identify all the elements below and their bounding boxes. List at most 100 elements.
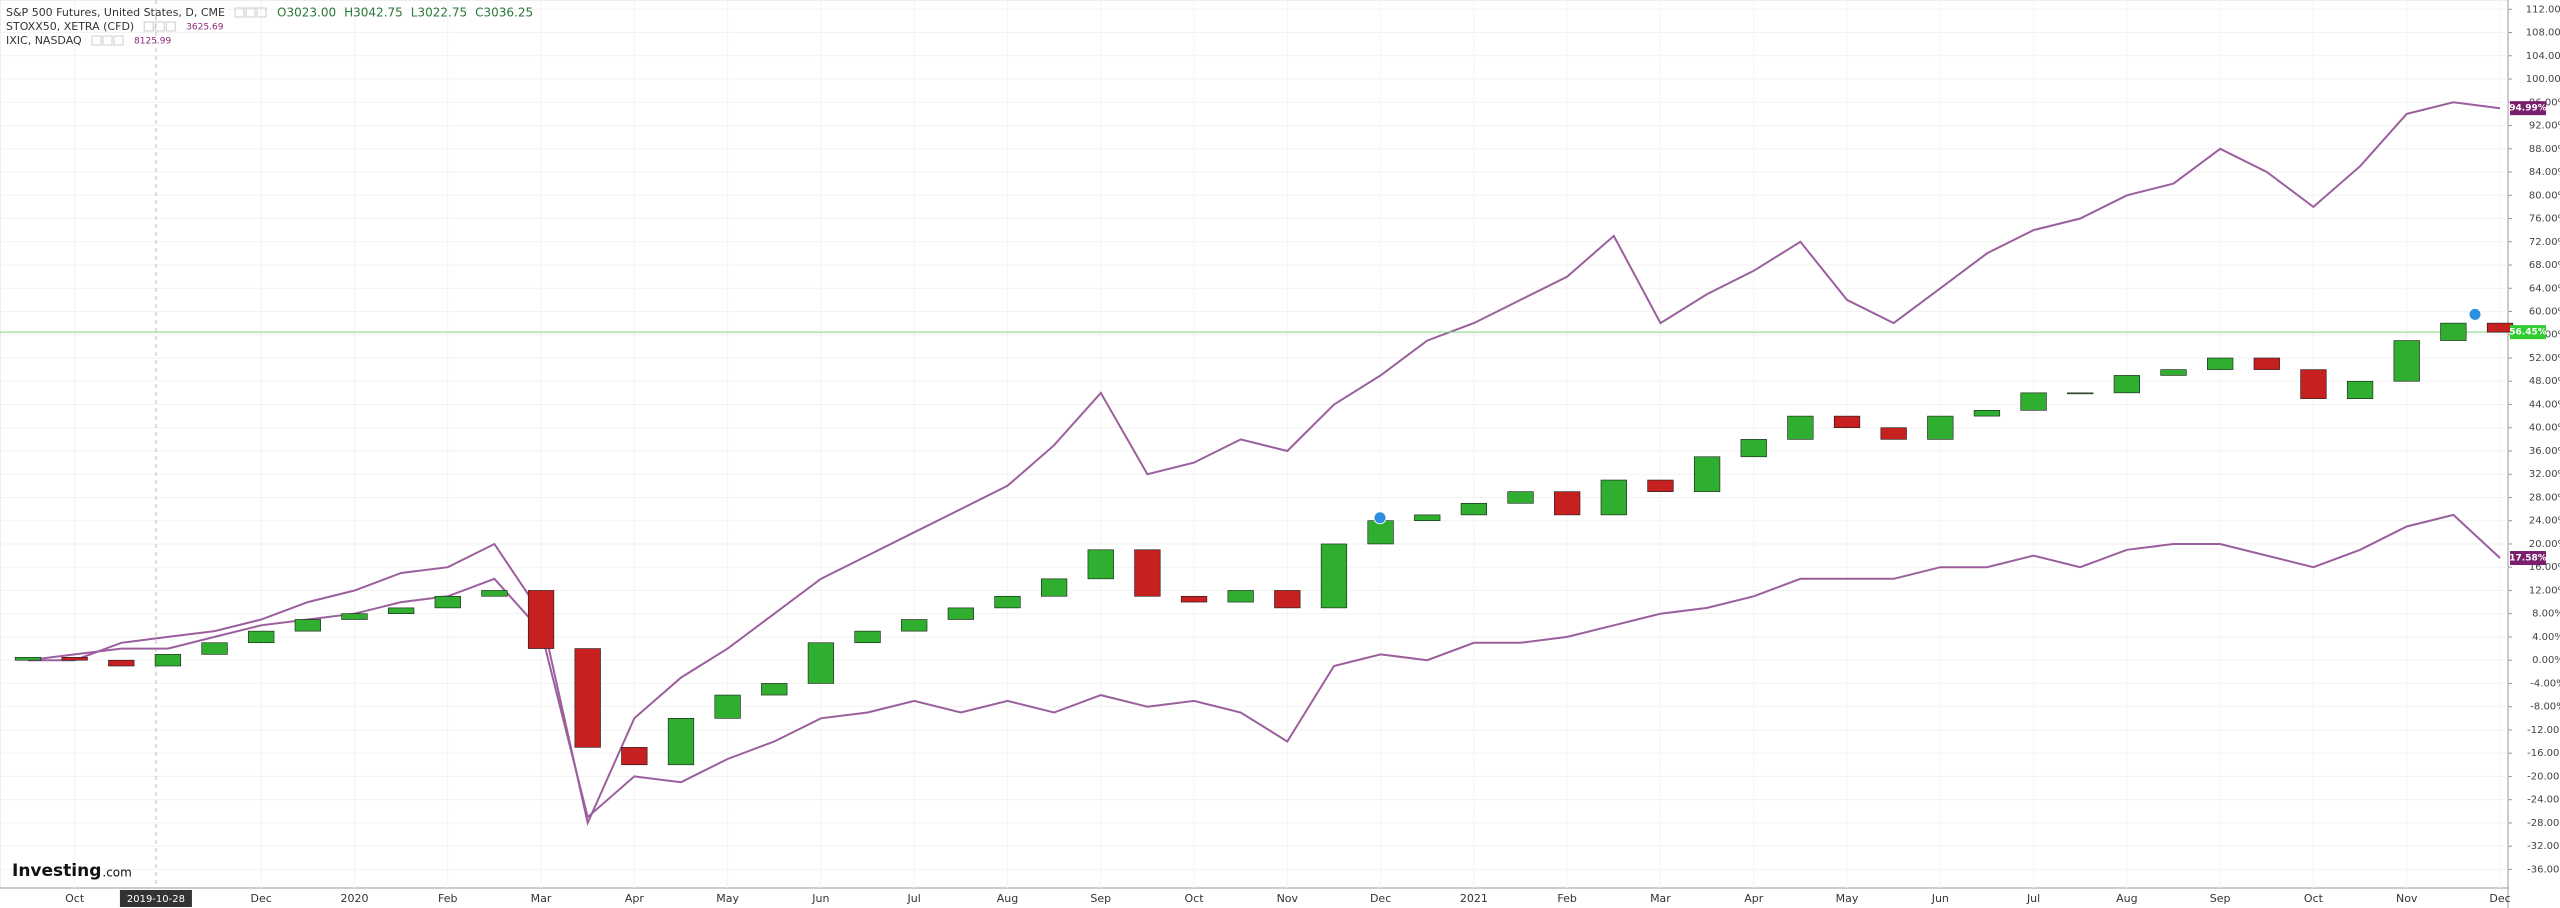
- grid: [0, 0, 2508, 888]
- candle-body: [527, 590, 555, 649]
- y-tick-label: 100.00%: [2526, 74, 2560, 85]
- last-value-badge: [2510, 101, 2546, 116]
- legend-title: S&P 500 Futures, United States, D, CME: [6, 6, 225, 19]
- x-tick-label: Aug: [2116, 892, 2137, 905]
- x-tick-label: Jun: [1931, 892, 1949, 905]
- last-value-label: 17.58%: [2509, 554, 2547, 564]
- y-tick-label: 84.00%: [2529, 167, 2560, 178]
- candle-body: [434, 595, 461, 609]
- x-tick-label: Oct: [65, 892, 85, 905]
- candle-body: [248, 630, 275, 644]
- x-tick-label: Nov: [1277, 892, 1299, 905]
- x-tick-label: Nov: [2396, 892, 2418, 905]
- y-tick-label: 40.00%: [2529, 423, 2560, 434]
- y-tick-label: 8.00%: [2532, 609, 2560, 620]
- x-tick-label: Apr: [1744, 892, 1764, 905]
- candle-body: [854, 630, 881, 644]
- legend-title: STOXX50, XETRA (CFD): [6, 20, 134, 33]
- candle-body: [1274, 590, 1301, 609]
- x-tick-label: Aug: [997, 892, 1018, 905]
- legend-field: 3625.69: [186, 23, 223, 33]
- y-tick-label: -8.00%: [2530, 702, 2560, 713]
- legend-field: L3022.75: [411, 6, 467, 20]
- y-tick-label: 16.00%: [2529, 562, 2560, 573]
- candle-body: [61, 656, 88, 661]
- candle-body: [1134, 549, 1161, 597]
- legend-button: [245, 7, 256, 18]
- y-tick-label: -4.00%: [2530, 678, 2560, 689]
- y-tick-label: 0.00%: [2532, 655, 2560, 666]
- candle-body: [1973, 409, 2001, 417]
- legend-button: [91, 35, 102, 46]
- y-tick-label: -36.00%: [2527, 864, 2560, 875]
- candle-body: [1600, 479, 1627, 516]
- x-tick-label: May: [716, 892, 739, 905]
- candle-body: [2300, 369, 2327, 399]
- x-tick-label: Mar: [1650, 892, 1671, 905]
- x-tick-label: Sep: [2210, 892, 2231, 905]
- candle-body: [574, 648, 601, 748]
- candle-body: [1880, 427, 1907, 440]
- candle-body: [994, 595, 1021, 609]
- candle-body: [1787, 415, 1814, 440]
- candle-body: [1927, 415, 1954, 440]
- last-value-label: 94.99%: [2509, 104, 2547, 114]
- y-tick-label: 28.00%: [2529, 492, 2560, 503]
- event-marker: [1373, 511, 1387, 525]
- candle-body: [2393, 340, 2420, 382]
- y-tick-label: 112.00%: [2526, 4, 2560, 15]
- y-tick-label: 12.00%: [2529, 585, 2560, 596]
- x-tick-label: Dec: [1370, 892, 1391, 905]
- candle-body: [1040, 578, 1068, 597]
- last-value-badge: [2510, 551, 2546, 566]
- x-tick-label: Jul: [907, 892, 921, 905]
- legend-button: [143, 21, 154, 32]
- y-tick-label: -28.00%: [2527, 818, 2560, 829]
- x-tick-label: Sep: [1090, 892, 1111, 905]
- legend-button: [154, 21, 165, 32]
- legend-field: 8125.99: [134, 37, 171, 47]
- event-marker: [2468, 307, 2482, 321]
- candle-body: [1414, 514, 1441, 522]
- legend-button: [165, 21, 176, 32]
- x-tick-label: 2021: [1460, 892, 1488, 905]
- candle-body: [1087, 549, 1114, 580]
- y-tick-label: 60.00%: [2529, 306, 2560, 317]
- y-tick-label: 92.00%: [2529, 121, 2560, 132]
- candle-body: [14, 656, 42, 661]
- y-tick-label: 88.00%: [2529, 144, 2560, 155]
- y-tick-label: 4.00%: [2532, 632, 2560, 643]
- x-tick-label: May: [1836, 892, 1859, 905]
- candle-body: [341, 613, 368, 620]
- candle-body: [2113, 375, 2140, 394]
- y-tick-label: -20.00%: [2527, 771, 2560, 782]
- candle-body: [1460, 502, 1488, 516]
- x-tick-label: Dec: [251, 892, 272, 905]
- x-tick-label: Dec: [2489, 892, 2510, 905]
- y-tick-label: -12.00%: [2527, 725, 2560, 736]
- legend-field: O3023.00: [277, 6, 336, 20]
- legend-field: H3042.75: [344, 6, 403, 20]
- y-tick-label: 108.00%: [2526, 28, 2560, 39]
- candle-body: [1180, 595, 1208, 603]
- candle-body: [2160, 369, 2187, 376]
- candle-body: [108, 659, 135, 667]
- candle-body: [1227, 590, 1254, 603]
- brand-suffix: .com: [102, 866, 131, 880]
- y-tick-label: 68.00%: [2529, 260, 2560, 271]
- candle-body: [1507, 491, 1534, 504]
- candle-body: [1693, 456, 1721, 492]
- x-tick-label: Feb: [1557, 892, 1576, 905]
- axis: 112.00%108.00%104.00%100.00%96.00%92.00%…: [65, 4, 2560, 907]
- y-tick-label: 44.00%: [2529, 399, 2560, 410]
- x-tick-label: Jul: [2026, 892, 2040, 905]
- candle-body: [2440, 322, 2467, 341]
- x-tick-label: Oct: [2304, 892, 2324, 905]
- candle-body: [1320, 543, 1348, 609]
- candle-body: [481, 590, 508, 597]
- candle-body: [807, 642, 835, 684]
- y-tick-label: 64.00%: [2529, 283, 2560, 294]
- candle-body: [761, 683, 788, 696]
- x-tick-label: Feb: [438, 892, 457, 905]
